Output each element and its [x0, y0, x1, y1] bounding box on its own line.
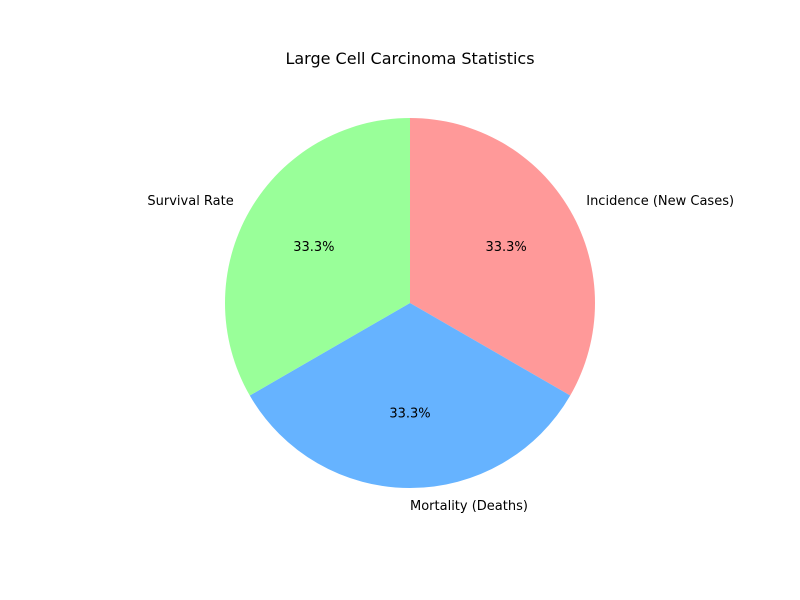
slice-percent-label-3: 33.3% — [293, 240, 334, 255]
pie-labels: Incidence (New Cases) 33.3% Mortality (Dea… — [147, 194, 734, 514]
slice-label-2: Mortality (Deaths) — [410, 499, 528, 514]
pie-slice-2 — [249, 303, 571, 489]
pie-slice-3 — [224, 118, 410, 396]
slice-percent-label-2: 33.3% — [389, 407, 430, 422]
chart-title: Large Cell Carcinoma Statistics — [285, 49, 534, 68]
pie-slice-1 — [410, 118, 595, 396]
pie-slices — [224, 118, 595, 489]
slice-label-1: Incidence (New Cases) — [586, 194, 734, 209]
slice-label-3: Survival Rate — [147, 194, 233, 209]
slice-percent-label-1: 33.3% — [485, 240, 526, 255]
